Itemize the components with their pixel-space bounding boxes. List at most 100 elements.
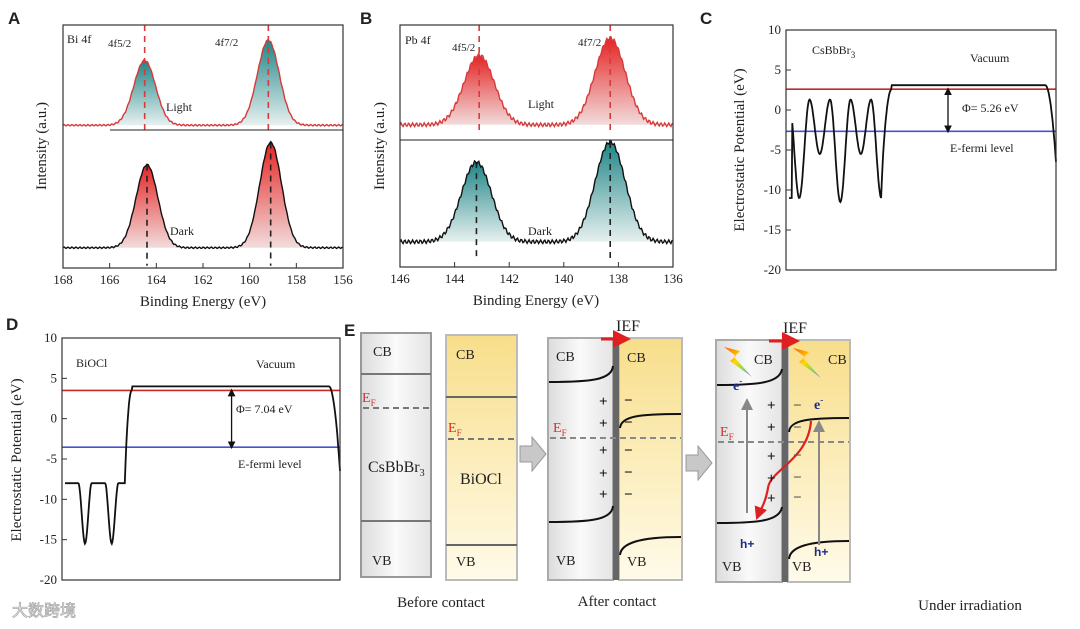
y-tick-label: 10 — [44, 330, 57, 345]
vb-label: VB — [722, 560, 741, 575]
svg-text:−: − — [793, 448, 802, 464]
vacuum-label: Vacuum — [256, 357, 296, 371]
hole-label: h+ — [814, 545, 828, 559]
ief-label: IEF — [616, 318, 640, 335]
negative-charges: − − − − − — [624, 393, 633, 503]
light-bolt-icon — [793, 348, 821, 378]
x-tick-label: 140 — [554, 271, 574, 286]
y-axis-label: Electrostatic Potential (eV) — [9, 378, 25, 541]
electron-label: e- — [814, 395, 823, 413]
peak-fill — [219, 142, 322, 248]
hole-label: h+ — [740, 537, 754, 551]
svg-text:+: + — [599, 443, 608, 459]
plot-frame — [785, 29, 1057, 271]
svg-text:−: − — [624, 415, 633, 431]
panel-c: C -20 -15 -10 -5 0 5 10 CsBbBr3 Vacuum Φ= 5.26… — [700, 9, 1057, 277]
plot-frame — [61, 337, 341, 581]
series-label-light: Light — [166, 100, 193, 114]
svg-text:+: + — [767, 449, 776, 465]
material-label: CsBbBr3 — [812, 43, 856, 60]
potential-curve — [789, 84, 1057, 204]
svg-text:−: − — [793, 420, 802, 436]
x-tick-label: 144 — [445, 271, 465, 286]
positive-charges: + + + + + — [599, 394, 608, 503]
potential-plot-csbbbr3: -20 -15 -10 -5 0 5 10 — [764, 22, 1057, 277]
peak-fill — [408, 55, 551, 125]
plot-frame — [399, 24, 674, 268]
y-tick-label: -20 — [40, 572, 57, 587]
svg-text:+: + — [599, 487, 608, 503]
y-tick-label: 5 — [775, 62, 782, 77]
y-tick-label: -15 — [764, 222, 781, 237]
fermi-label: E-fermi level — [238, 457, 302, 471]
peak-label-2: 4f7/2 — [215, 37, 238, 49]
watermark-logo: 大数跨境 — [12, 601, 76, 620]
panel-label-d: D — [6, 315, 18, 334]
y-tick-label: -5 — [770, 142, 781, 157]
cb-label: CB — [754, 353, 773, 368]
y-tick-label: -10 — [764, 182, 781, 197]
panel-label-c: C — [700, 9, 712, 28]
material-label: CsBbBr3 — [368, 459, 425, 479]
x-tick-label: 156 — [333, 272, 353, 287]
svg-text:−: − — [624, 487, 633, 503]
panel-d: D -20 -15 -10 -5 0 5 10 BiOCl Vacuum Φ= 7.04 e… — [6, 315, 341, 587]
panel-label-b: B — [360, 9, 372, 28]
x-tick-label: 160 — [240, 272, 260, 287]
vb-label: VB — [627, 555, 646, 570]
vb-label: VB — [456, 555, 475, 570]
svg-text:−: − — [793, 490, 802, 506]
x-tick-label: 142 — [499, 271, 519, 286]
svg-text:+: + — [767, 471, 776, 487]
fermi-level-label: EF — [720, 425, 734, 442]
svg-text:+: + — [599, 466, 608, 482]
element-label: Pb 4f — [405, 33, 431, 47]
cb-label: CB — [456, 348, 475, 363]
arrow-right-icon — [685, 444, 713, 482]
light-bolt-icon — [724, 347, 752, 377]
spectrum-line-dark — [62, 140, 344, 250]
positive-charges: + + + + + — [767, 398, 776, 507]
caption-under-irradiation: Under irradiation — [918, 598, 1022, 614]
panel-label-e: E — [344, 321, 355, 340]
ief-label: IEF — [783, 320, 807, 337]
fermi-level-label: EF — [448, 421, 462, 438]
potential-curve — [65, 385, 341, 547]
fermi-level-label: EF — [553, 421, 567, 438]
after-contact-box: CB CB VB VB EF + + + + + − − − − − IEF — [547, 318, 683, 581]
cb-label: CB — [373, 345, 392, 360]
csbbbr3-before-box: CB VB EF CsBbBr3 — [360, 332, 432, 578]
cb-label: CB — [556, 350, 575, 365]
plot-frame — [62, 24, 344, 269]
x-axis-label: Binding Energy (eV) — [473, 293, 599, 309]
svg-text:−: − — [793, 470, 802, 486]
work-function-label: Φ= 5.26 eV — [962, 101, 1019, 115]
material-label: BiOCl — [76, 356, 108, 370]
caption-after-contact: After contact — [578, 594, 658, 610]
y-tick-label: -5 — [46, 451, 57, 466]
x-tick-label: 164 — [147, 272, 167, 287]
under-irradiation-box: e- e- h+ h+ CB CB VB VB EF ++ +++ −− −−−… — [715, 320, 851, 583]
work-function-label: Φ= 7.04 eV — [236, 402, 293, 416]
vb-label: VB — [372, 554, 391, 569]
peak-fill — [95, 164, 199, 248]
biocl-before-box: CB VB EF BiOCl — [445, 334, 518, 581]
svg-text:+: + — [767, 491, 776, 507]
svg-text:−: − — [793, 398, 802, 414]
charge-transfer-arrow-icon — [754, 420, 813, 521]
electron-label: e- — [733, 376, 742, 394]
x-tick-label: 158 — [287, 272, 307, 287]
y-tick-label: -10 — [40, 491, 57, 506]
x-tick-label: 166 — [100, 272, 120, 287]
y-axis-label: Electrostatic Potential (eV) — [732, 68, 748, 231]
y-tick-label: -15 — [40, 532, 57, 547]
panel-label-a: A — [8, 9, 20, 28]
svg-text:+: + — [767, 420, 776, 436]
svg-text:−: − — [624, 393, 633, 409]
peak-label-1: 4f5/2 — [108, 38, 131, 50]
x-tick-label: 168 — [53, 272, 73, 287]
x-tick-label: 136 — [663, 271, 683, 286]
svg-text:+: + — [599, 394, 608, 410]
vacuum-label: Vacuum — [970, 51, 1010, 65]
